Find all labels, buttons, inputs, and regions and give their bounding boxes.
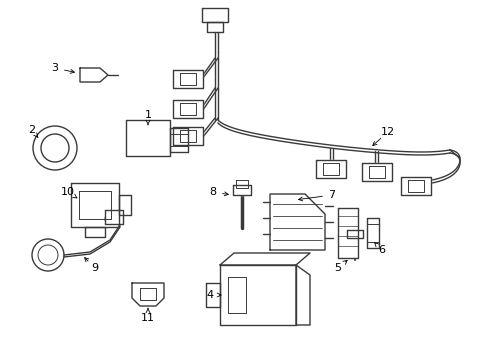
Text: 6: 6 [378, 245, 386, 255]
Polygon shape [119, 195, 131, 215]
Polygon shape [362, 163, 392, 181]
Polygon shape [71, 183, 119, 227]
Polygon shape [408, 180, 424, 192]
Polygon shape [367, 218, 379, 224]
Polygon shape [126, 120, 170, 156]
Polygon shape [220, 253, 310, 265]
Polygon shape [323, 163, 339, 175]
Polygon shape [338, 208, 358, 258]
Polygon shape [173, 70, 203, 88]
Polygon shape [202, 8, 228, 22]
Polygon shape [85, 227, 105, 237]
Polygon shape [80, 68, 108, 82]
Text: 5: 5 [335, 263, 342, 273]
Polygon shape [180, 130, 196, 142]
Polygon shape [173, 127, 203, 145]
Polygon shape [132, 283, 164, 306]
Polygon shape [180, 103, 196, 115]
Polygon shape [369, 166, 385, 178]
Text: 12: 12 [381, 127, 395, 137]
Circle shape [32, 239, 64, 271]
Polygon shape [367, 242, 379, 248]
Text: 10: 10 [61, 187, 75, 197]
Polygon shape [296, 265, 310, 325]
Polygon shape [270, 194, 325, 250]
Circle shape [134, 128, 162, 156]
Text: 4: 4 [206, 290, 214, 300]
Polygon shape [367, 218, 379, 248]
Polygon shape [79, 191, 111, 219]
Text: 8: 8 [209, 187, 217, 197]
Polygon shape [401, 177, 431, 195]
Polygon shape [347, 230, 363, 238]
Polygon shape [173, 100, 203, 118]
Polygon shape [170, 134, 188, 146]
Polygon shape [236, 180, 248, 188]
Polygon shape [170, 128, 188, 152]
Polygon shape [316, 160, 346, 178]
Polygon shape [207, 22, 223, 32]
Polygon shape [180, 73, 196, 85]
Text: 1: 1 [145, 110, 151, 120]
Text: 2: 2 [28, 125, 36, 135]
Polygon shape [206, 283, 220, 307]
Polygon shape [105, 210, 123, 224]
Polygon shape [220, 265, 296, 325]
Polygon shape [233, 185, 251, 195]
Text: 11: 11 [141, 313, 155, 323]
Text: 9: 9 [92, 263, 98, 273]
Text: 7: 7 [328, 190, 336, 200]
Text: 3: 3 [51, 63, 58, 73]
